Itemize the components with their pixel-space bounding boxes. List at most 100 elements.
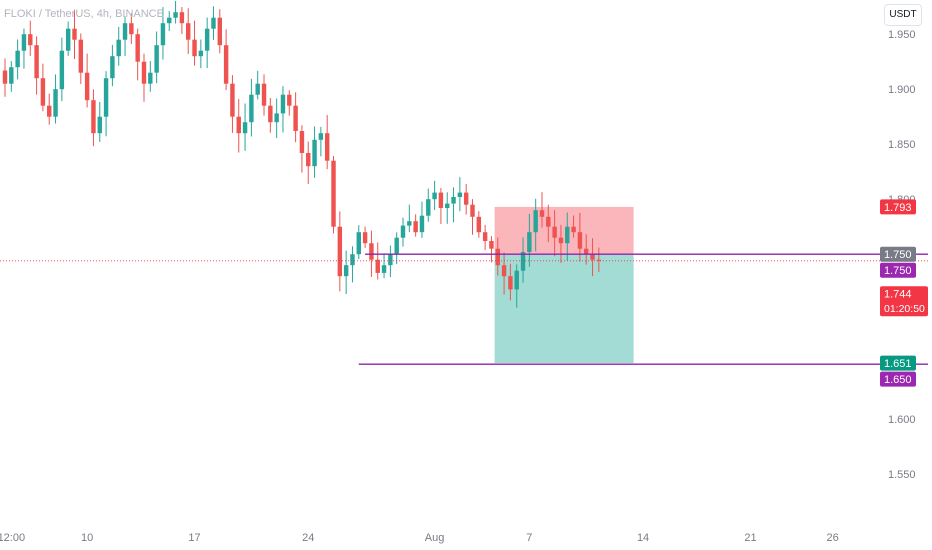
candle-body [97, 116, 102, 134]
price-label-target: 1.651 [880, 355, 916, 371]
x-tick-label: 14 [637, 532, 649, 544]
candle [9, 61, 14, 92]
candle-body [584, 248, 589, 255]
candle [141, 53, 147, 102]
y-tick-label: 1.950 [888, 29, 916, 41]
candle-body [596, 259, 602, 261]
price-label-bg [880, 246, 916, 262]
candle [432, 180, 437, 210]
candle [34, 36, 39, 95]
candle-body [388, 254, 393, 266]
candle-body [539, 210, 545, 217]
candle-body [394, 237, 399, 255]
candle [223, 29, 229, 91]
candle-body [577, 232, 583, 249]
candle [381, 253, 387, 279]
candle [495, 237, 500, 276]
candle [230, 75, 235, 133]
price-labels: 1.793 1.750 1.750 1.744 01:20:50 1.651 1.650 [880, 199, 928, 387]
candle-body [565, 226, 570, 244]
candle-body [318, 133, 324, 140]
candle-body [293, 105, 298, 131]
price-label-bg [880, 262, 916, 278]
candle-body [558, 237, 564, 244]
candle-body [53, 89, 58, 117]
price-label-entry: 1.750 [880, 246, 916, 262]
candle [407, 204, 412, 233]
candle [40, 63, 46, 112]
candle [356, 225, 361, 260]
candle-body [590, 254, 595, 260]
candle [192, 20, 197, 66]
candle [261, 74, 267, 116]
candle-body [337, 226, 343, 277]
candle [584, 234, 589, 265]
x-tick-label: 26 [826, 532, 838, 544]
price-label-bg [880, 286, 928, 317]
candle-body [110, 56, 115, 79]
candle-body [249, 94, 254, 123]
candle-body [204, 28, 210, 51]
candle [501, 252, 507, 295]
candle [343, 250, 349, 294]
candle-body [47, 105, 52, 117]
candle-body [527, 232, 532, 252]
price-label-text: 1.650 [884, 374, 912, 386]
candle [470, 199, 475, 235]
candle [160, 7, 166, 60]
y-tick-label: 1.550 [888, 469, 916, 481]
candle-body [122, 23, 128, 40]
candle [91, 89, 96, 147]
candle [84, 53, 90, 108]
candle-body [457, 192, 463, 197]
candle [577, 212, 583, 262]
price-label-bg [880, 199, 916, 215]
candle-body [141, 61, 147, 84]
candle [293, 92, 298, 143]
price-label-text: 1.750 [884, 249, 912, 261]
candle-body [451, 197, 456, 204]
candle-body [299, 131, 305, 153]
candle [445, 192, 450, 224]
candle-body [413, 221, 418, 233]
candle [457, 177, 463, 212]
candle [268, 97, 273, 133]
price-label-text: 1.750 [884, 265, 912, 277]
candle-body [173, 12, 178, 18]
candle-body [375, 259, 380, 273]
candle [274, 98, 279, 138]
candle-body [356, 232, 361, 255]
horizontal-levels [0, 253, 928, 365]
candle-body [2, 70, 8, 84]
price-label-level: 1.750 [880, 262, 916, 278]
x-tick-label: 24 [302, 532, 314, 544]
candle [552, 210, 557, 257]
candle [426, 188, 431, 222]
candle [287, 90, 292, 116]
candle [514, 264, 519, 308]
candle [280, 86, 286, 133]
candle [236, 99, 241, 153]
symbol-title: FLOKI / TetherUS, 4h, BINANCE [4, 8, 164, 20]
candle [539, 192, 545, 228]
x-tick-label: 17 [188, 532, 200, 544]
candle [15, 39, 20, 80]
candle-body [116, 39, 121, 57]
candle-body [482, 232, 488, 241]
price-label-bg [880, 371, 916, 387]
candle-body [533, 210, 538, 233]
candle [217, 9, 223, 54]
candle [103, 71, 109, 137]
candle-body [78, 39, 84, 73]
candle-body [501, 265, 507, 277]
candle [508, 263, 513, 301]
candle [204, 17, 210, 69]
candle [590, 238, 595, 277]
candle [318, 126, 324, 157]
price-label-last: 1.744 01:20:50 [880, 286, 928, 317]
stop-loss-zone [494, 206, 634, 255]
candle [198, 39, 204, 69]
currency-button[interactable]: USDT [884, 4, 922, 26]
candle [47, 93, 52, 125]
